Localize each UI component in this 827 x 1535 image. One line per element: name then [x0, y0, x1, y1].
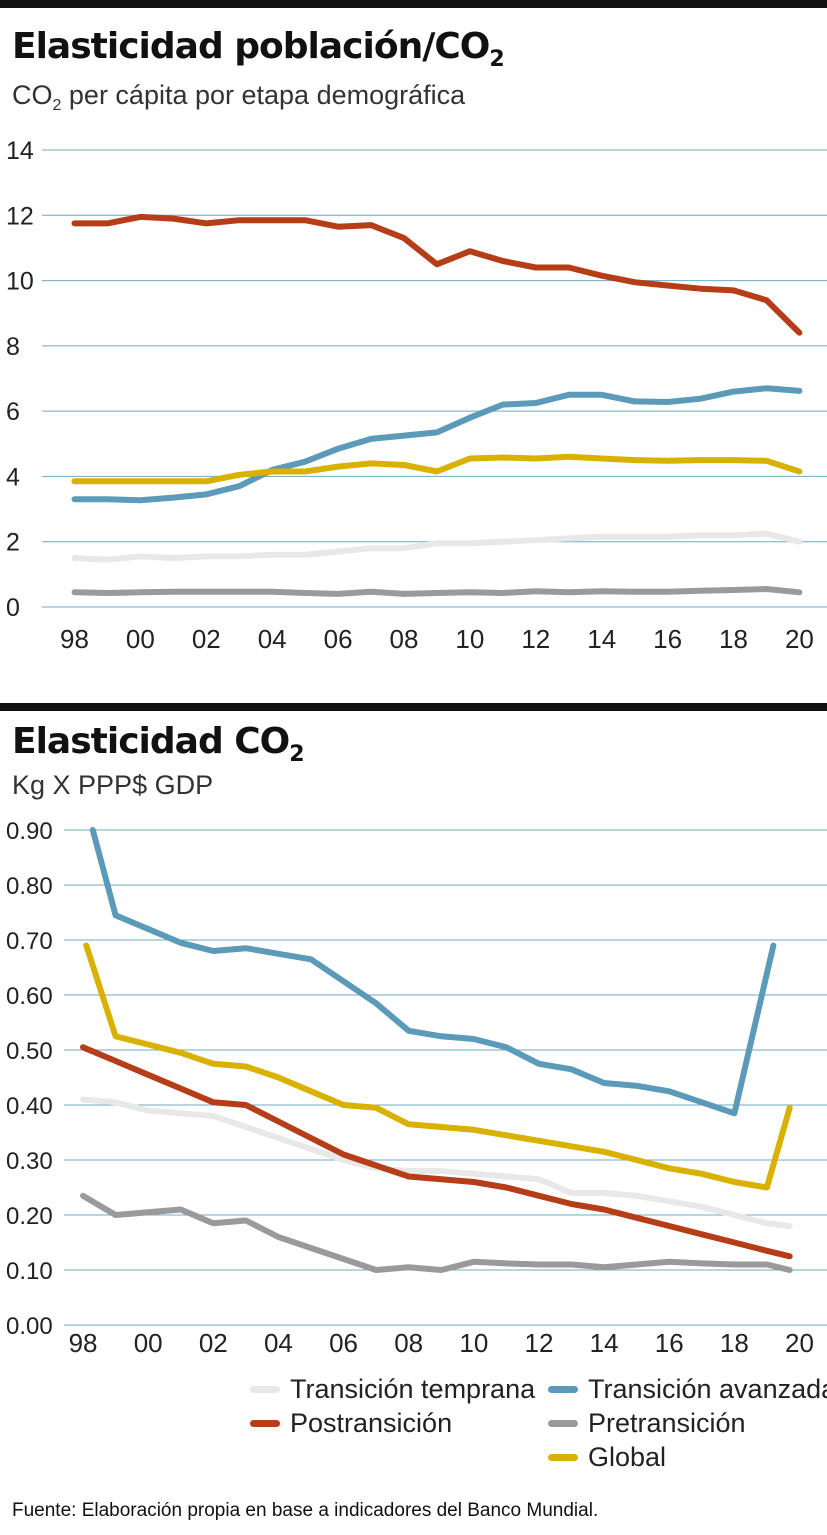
y-tick-label: 0.90 [6, 818, 53, 845]
series-line-pretransición [71, 586, 803, 597]
x-tick-label: 00 [126, 624, 155, 654]
legend-item-pretransicion: Pretransición [548, 1408, 746, 1439]
y-tick-label: 0.70 [6, 928, 53, 955]
x-tick-label: 04 [258, 624, 287, 654]
y-tick-label: 0.40 [6, 1093, 53, 1120]
x-tick-label: 18 [719, 624, 748, 654]
legend-item-global: Global [548, 1442, 666, 1473]
series-line-transición-avanzada [89, 827, 777, 1117]
series-line-transición-temprana [71, 530, 803, 563]
legend-swatch [548, 1420, 578, 1427]
top-rule [0, 0, 827, 8]
y-tick-label: 0.30 [6, 1148, 53, 1175]
y-tick-label: 4 [6, 463, 20, 491]
legend-item-transicion-avanzada: Transición avanzada [548, 1374, 827, 1405]
legend-swatch [548, 1454, 578, 1461]
x-tick-label: 98 [69, 1328, 98, 1358]
x-tick-label: 14 [590, 1328, 619, 1358]
middle-rule [0, 703, 827, 711]
legend-label: Transición avanzada [588, 1374, 827, 1404]
legend-label: Pretransición [588, 1408, 746, 1438]
y-tick-label: 10 [6, 268, 34, 296]
x-tick-label: 04 [264, 1328, 293, 1358]
y-tick-label: 0.80 [6, 873, 53, 900]
x-tick-label: 06 [329, 1328, 358, 1358]
legend: Transición temprana Transición avanzada … [0, 1372, 827, 1482]
x-tick-label: 16 [653, 624, 682, 654]
x-tick-label: 10 [455, 624, 484, 654]
x-tick-label: 06 [324, 624, 353, 654]
legend-item-transicion-temprana: Transición temprana [250, 1374, 535, 1405]
x-tick-label: 18 [720, 1328, 749, 1358]
y-tick-label: 2 [6, 529, 20, 557]
x-tick-label: 00 [134, 1328, 163, 1358]
legend-swatch [548, 1386, 578, 1393]
series-line-pretransición [80, 1192, 793, 1273]
x-tick-label: 02 [192, 624, 221, 654]
legend-label: Postransición [290, 1408, 453, 1438]
series-line-transición-avanzada [71, 385, 803, 504]
series-line-global [83, 942, 793, 1191]
source-note: Fuente: Elaboración propia en base a ind… [12, 1500, 599, 1521]
x-tick-label: 12 [524, 1328, 553, 1358]
y-tick-label: 8 [6, 333, 20, 361]
x-tick-label: 14 [587, 624, 616, 654]
series-line-postransición [71, 213, 803, 336]
x-tick-label: 12 [521, 624, 550, 654]
legend-label: Transición temprana [290, 1374, 536, 1404]
y-tick-label: 14 [6, 137, 34, 165]
legend-label: Global [588, 1442, 667, 1472]
legend-swatch [250, 1420, 280, 1427]
legend-item-postransicion: Postransición [250, 1408, 452, 1439]
y-tick-label: 0.20 [6, 1203, 53, 1230]
chart2-subtitle: Kg X PPP$ GDP [12, 770, 214, 800]
y-tick-label: 0.10 [6, 1258, 53, 1285]
y-tick-label: 0.60 [6, 983, 53, 1010]
series-line-transición-temprana [80, 1096, 793, 1229]
chart1-title: Elasticidad población/CO2 [12, 26, 505, 72]
x-tick-label: 08 [394, 1328, 423, 1358]
x-tick-label: 20 [785, 1328, 814, 1358]
x-tick-label: 20 [785, 624, 814, 654]
y-tick-label: 6 [6, 398, 20, 426]
chart2-plot: 0.00 0.10 0.20 0.30 0.40 0.50 0.60 0.70 0.80 0.90… [6, 818, 827, 1358]
y-tick-label: 0.00 [6, 1313, 53, 1340]
x-tick-label: 98 [60, 624, 89, 654]
y-tick-label: 0 [6, 594, 20, 622]
x-tick-label: 08 [390, 624, 419, 654]
series-line-global [71, 453, 803, 485]
series-line-postransición [80, 1044, 793, 1260]
chart1-subtitle: CO2 per cápita por etapa demográfica [12, 80, 466, 114]
x-tick-label: 16 [655, 1328, 684, 1358]
y-tick-label: 0.50 [6, 1038, 53, 1065]
legend-swatch [250, 1386, 280, 1393]
x-tick-label: 02 [199, 1328, 228, 1358]
chart2-title: Elasticidad CO2 [12, 721, 305, 767]
y-tick-label: 12 [6, 202, 34, 230]
x-tick-label: 10 [459, 1328, 488, 1358]
